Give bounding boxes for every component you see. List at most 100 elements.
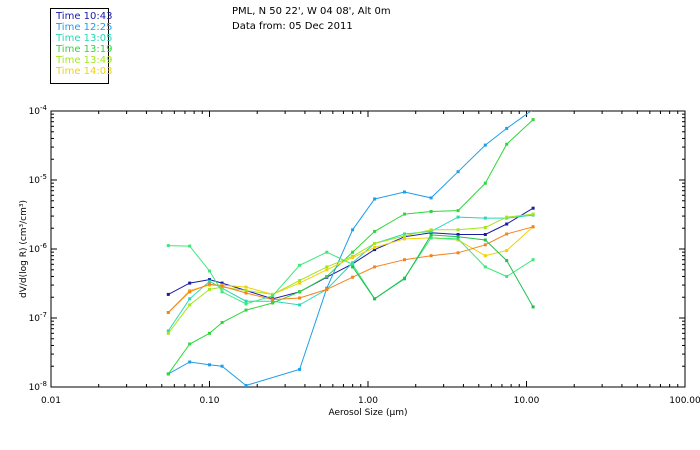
data-point <box>403 237 406 241</box>
data-point <box>271 299 275 303</box>
data-point <box>208 363 211 367</box>
series-2 <box>166 111 532 387</box>
data-point <box>373 248 377 252</box>
data-point <box>208 269 211 273</box>
chart-subtitle: Data from: 05 Dec 2011 <box>232 21 353 32</box>
data-point <box>373 197 377 201</box>
data-point <box>351 262 355 266</box>
data-point <box>429 196 433 200</box>
data-point <box>403 232 406 236</box>
data-point <box>298 303 302 307</box>
data-point <box>505 259 509 263</box>
data-point <box>429 210 433 213</box>
data-point <box>456 233 460 236</box>
data-point <box>373 229 377 233</box>
data-point <box>188 290 192 294</box>
y-tick-label: 10-5 <box>29 173 47 186</box>
x-tick-label: 0.01 <box>41 396 61 406</box>
data-point <box>298 296 302 300</box>
data-point <box>483 143 487 147</box>
data-point <box>505 222 509 226</box>
series-line <box>167 214 534 332</box>
data-point <box>483 233 487 236</box>
x-axis-title: Aerosol Size (µm) <box>329 408 408 418</box>
data-point <box>271 301 275 305</box>
data-point <box>456 215 460 219</box>
series-line <box>168 111 532 387</box>
data-point <box>429 229 433 233</box>
data-point <box>166 292 170 296</box>
data-point <box>373 242 377 245</box>
data-point <box>351 250 355 254</box>
data-point <box>244 289 248 292</box>
data-point <box>403 190 406 194</box>
data-point <box>456 251 460 255</box>
data-point <box>220 284 224 288</box>
data-point <box>351 275 355 279</box>
data-point <box>166 311 170 314</box>
series-line <box>168 237 534 305</box>
data-point <box>166 331 170 335</box>
data-point <box>531 305 535 309</box>
data-point <box>220 281 224 285</box>
data-point <box>483 243 487 247</box>
data-point <box>298 281 302 285</box>
x-tick-label: 10.00 <box>514 396 540 406</box>
data-point <box>208 278 211 282</box>
data-point <box>456 170 460 174</box>
legend-box <box>50 8 109 84</box>
y-tick-label: 10-6 <box>29 242 48 255</box>
series-9 <box>351 233 535 309</box>
y-tick-label: 10-7 <box>29 311 47 324</box>
data-point <box>531 212 535 216</box>
data-point <box>208 287 211 291</box>
legend-entry: Time 13:05 <box>56 33 113 44</box>
data-point <box>166 372 170 376</box>
series-3 <box>166 213 535 333</box>
data-point <box>188 244 192 248</box>
y-tick-label: 10-4 <box>29 104 48 117</box>
data-point <box>483 238 487 242</box>
data-point <box>505 249 509 252</box>
legend-entry: Time 14:03 <box>56 66 113 77</box>
x-tick-label: 0.10 <box>199 396 219 406</box>
series-line <box>167 119 534 375</box>
data-point <box>325 275 329 278</box>
data-point <box>298 263 302 267</box>
x-tick-label: 100.00 <box>669 396 700 406</box>
data-point <box>505 142 509 146</box>
data-point <box>244 308 248 312</box>
data-point <box>531 258 535 262</box>
legend-entry: Time 13:19 <box>56 44 113 55</box>
data-point <box>531 225 535 229</box>
data-point <box>298 367 302 371</box>
data-point <box>325 265 329 269</box>
data-point <box>271 298 275 302</box>
data-point <box>188 342 192 346</box>
data-point <box>505 275 509 278</box>
data-point <box>325 250 329 254</box>
data-point <box>505 126 509 130</box>
data-point <box>166 244 170 248</box>
data-point <box>531 118 535 122</box>
data-point <box>483 216 487 220</box>
data-point <box>456 237 460 241</box>
data-point <box>220 364 224 368</box>
data-point <box>373 265 377 269</box>
data-point <box>403 258 406 262</box>
data-point <box>208 279 211 283</box>
legend-entry: Time 10:43 <box>56 11 113 22</box>
data-point <box>188 360 192 364</box>
series-line <box>167 213 534 334</box>
chart-title: PML, N 50 22', W 04 08', Alt 0m <box>232 6 391 17</box>
data-point <box>325 268 329 272</box>
legend-entry: Time 12:25 <box>56 22 113 33</box>
data-point <box>456 235 460 239</box>
data-point <box>483 181 487 185</box>
data-point <box>298 290 302 294</box>
data-point <box>208 331 211 335</box>
data-point <box>298 279 302 282</box>
series-4 <box>166 118 535 376</box>
series-6 <box>166 225 535 314</box>
